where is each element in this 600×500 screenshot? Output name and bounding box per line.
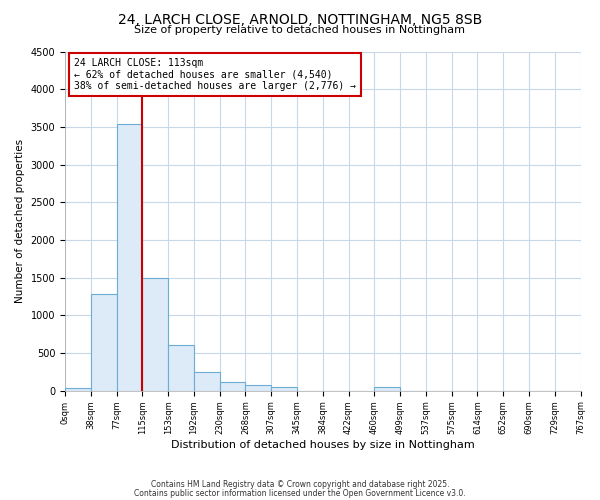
Text: Size of property relative to detached houses in Nottingham: Size of property relative to detached ho… <box>134 25 466 35</box>
Text: Contains public sector information licensed under the Open Government Licence v3: Contains public sector information licen… <box>134 488 466 498</box>
Text: 24 LARCH CLOSE: 113sqm
← 62% of detached houses are smaller (4,540)
38% of semi-: 24 LARCH CLOSE: 113sqm ← 62% of detached… <box>74 58 356 90</box>
Text: 24, LARCH CLOSE, ARNOLD, NOTTINGHAM, NG5 8SB: 24, LARCH CLOSE, ARNOLD, NOTTINGHAM, NG5… <box>118 12 482 26</box>
Bar <box>271 387 297 390</box>
Text: Contains HM Land Registry data © Crown copyright and database right 2025.: Contains HM Land Registry data © Crown c… <box>151 480 449 489</box>
Bar <box>194 372 220 390</box>
Bar <box>142 278 168 390</box>
Y-axis label: Number of detached properties: Number of detached properties <box>15 139 25 303</box>
Bar <box>220 382 245 390</box>
Bar <box>65 388 91 390</box>
Bar <box>116 124 142 390</box>
Bar <box>91 294 116 390</box>
Bar <box>374 387 400 390</box>
X-axis label: Distribution of detached houses by size in Nottingham: Distribution of detached houses by size … <box>171 440 475 450</box>
Bar <box>245 384 271 390</box>
Bar <box>168 346 194 391</box>
